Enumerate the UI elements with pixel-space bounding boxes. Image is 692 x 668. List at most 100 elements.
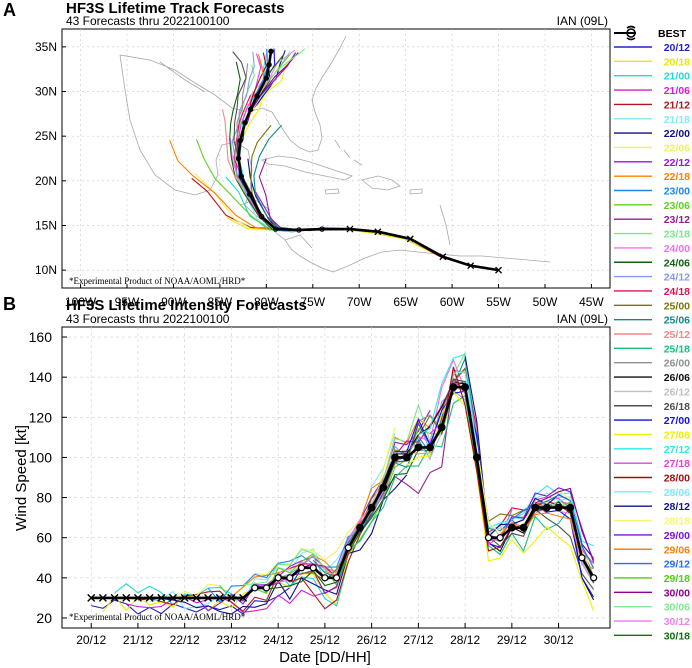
legend-label-23-18: 23/18 <box>664 229 690 241</box>
legend-label-24-18: 24/18 <box>664 286 690 298</box>
intensity-tick-x: 29/12 <box>497 633 527 647</box>
intensity-tick-labels: 20 40 60 80 100 120 140 160 20/12 21/12 22/12 23/12… <box>29 329 574 647</box>
legend-label-29-00: 29/00 <box>664 530 690 542</box>
best-track-marker <box>247 106 254 113</box>
legend-label-22-18: 22/18 <box>664 171 690 183</box>
best-intensity-marker <box>157 593 166 602</box>
intensity-tick-x: 22/12 <box>170 633 200 647</box>
map-tick-latitude: 15N <box>35 218 57 232</box>
intensity-forecast-30-12 <box>558 510 595 584</box>
best-intensity-marker <box>484 534 493 542</box>
best-intensity-marker <box>437 423 446 432</box>
coastline-hispaniola <box>361 175 401 191</box>
legend-label-30-18: 30/18 <box>664 630 690 642</box>
best-intensity-marker <box>110 593 119 602</box>
track-forecast-30-00 <box>251 52 299 110</box>
map-tick-latitude: 20N <box>35 174 57 188</box>
best-track-marker <box>495 266 503 274</box>
legend-label-20-18: 20/18 <box>664 56 690 68</box>
legend-label-27-00: 27/00 <box>664 415 690 427</box>
legend-label-27-06: 27/06 <box>664 429 690 441</box>
best-track-marker <box>258 213 265 220</box>
panel-b-subtitle: 43 Forecasts thru 2022100100 <box>66 312 230 326</box>
best-intensity-marker <box>98 593 107 602</box>
panel-b-storm-name: IAN (09L) <box>557 312 608 326</box>
panel-a-letter: A <box>3 0 16 20</box>
track-map-frame <box>61 28 611 289</box>
best-intensity-marker <box>344 544 352 552</box>
best-intensity-markers <box>87 383 598 602</box>
intensity-tick-x: 23/12 <box>216 633 246 647</box>
best-track-marker <box>346 225 354 233</box>
best-track-markers <box>235 48 503 274</box>
legend-label-28-18: 28/18 <box>664 516 690 528</box>
best-intensity-marker <box>402 453 411 462</box>
legend-label-29-06: 29/06 <box>664 544 690 556</box>
best-track-marker <box>296 227 302 233</box>
intensity-forecast-27-06 <box>406 390 595 611</box>
map-tick-longitude: 75W <box>300 295 325 309</box>
best-intensity-marker <box>321 574 329 582</box>
intensity-tick-y: 80 <box>36 490 52 506</box>
intensity-tick-x: 20/12 <box>76 633 106 647</box>
coastline-us-gulf <box>119 35 347 153</box>
intensity-tick-y: 40 <box>36 570 52 586</box>
best-intensity-marker <box>543 503 551 512</box>
best-intensity-marker <box>87 593 96 602</box>
legend-label-23-06: 23/06 <box>664 200 690 212</box>
coastline-jamaica <box>324 188 340 195</box>
intensity-tick-x: 27/12 <box>403 633 433 647</box>
legend-label-21-12: 21/12 <box>664 99 690 111</box>
best-intensity-marker <box>379 483 388 492</box>
intensity-tick-y: 160 <box>29 329 53 345</box>
panel-b-letter: B <box>3 294 16 314</box>
map-tick-longitude: 95W <box>115 295 140 309</box>
legend-label-26-12: 26/12 <box>664 386 690 398</box>
panel-b-title: HF3S Lifetime Intensity Forecasts <box>66 297 307 314</box>
panel-a-title: HF3S Lifetime Track Forecasts <box>66 0 284 17</box>
legend-label-20-12: 20/12 <box>664 42 690 54</box>
track-map-grid <box>62 29 610 288</box>
coastline-south-america <box>332 249 551 273</box>
legend-label-30-00: 30/00 <box>664 587 690 599</box>
best-track-marker <box>374 228 382 236</box>
map-tick-longitude: 90W <box>161 295 186 309</box>
map-tick-longitude: 45W <box>579 295 604 309</box>
map-tick-latitude: 30N <box>35 85 57 99</box>
legend-label-29-12: 29/12 <box>664 559 690 571</box>
best-track-marker <box>467 262 475 270</box>
map-tick-latitude: 35N <box>35 40 57 54</box>
legend-label-28-00: 28/00 <box>664 473 690 485</box>
map-tick-longitude: 100W <box>65 295 97 309</box>
legend-label-30-12: 30/12 <box>664 616 690 628</box>
intensity-tick-x: 28/12 <box>450 633 480 647</box>
best-track-marker <box>319 226 325 232</box>
best-track-marker <box>263 75 270 81</box>
intensity-tick-x: 24/12 <box>263 633 293 647</box>
best-intensity-marker <box>262 584 271 592</box>
legend-label-21-18: 21/18 <box>664 114 690 126</box>
map-tick-longitude: 65W <box>393 295 418 309</box>
intensity-forecast-20-18 <box>102 554 349 613</box>
intensity-forecast-21-12 <box>137 512 373 612</box>
legend-label-21-00: 21/00 <box>664 71 690 83</box>
best-track-marker <box>266 62 272 68</box>
best-track-marker <box>238 173 244 180</box>
track-forecast-24-06 <box>229 61 322 231</box>
map-tick-latitude: 25N <box>35 129 57 143</box>
coastline-cuba <box>261 155 353 181</box>
legend-label-24-12: 24/12 <box>664 272 690 284</box>
legend-best-label: BEST <box>658 28 687 40</box>
best-intensity-marker <box>414 443 423 452</box>
best-intensity-marker <box>309 564 317 572</box>
best-intensity-marker <box>519 523 528 532</box>
best-track-marker <box>235 155 242 162</box>
best-intensity-marker <box>590 574 598 582</box>
legend-best-hurricane-icon <box>626 25 636 41</box>
best-intensity-marker <box>449 383 458 392</box>
map-tick-longitude: 60W <box>440 295 465 309</box>
intensity-tick-y: 100 <box>29 449 53 465</box>
best-intensity-marker <box>531 503 540 512</box>
best-track-marker <box>268 48 274 55</box>
